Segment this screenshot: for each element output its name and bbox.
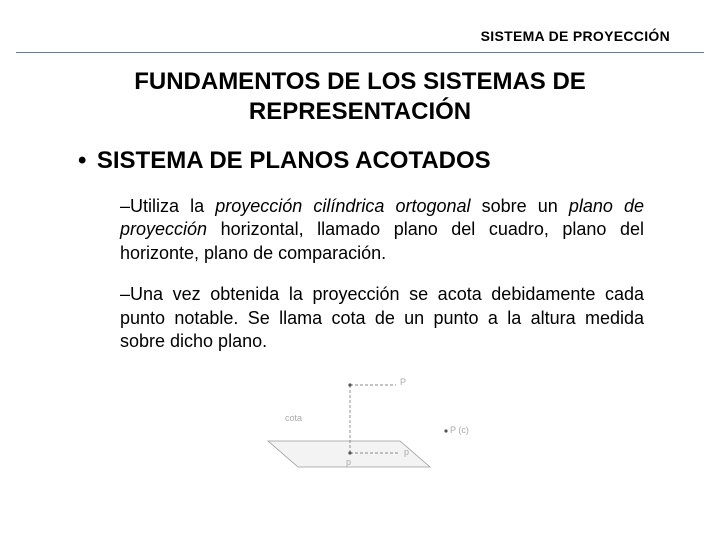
projection-diagram: Pcota p p P (c) — [250, 371, 470, 471]
para1-seg1: Utiliza la — [130, 196, 215, 216]
header-label: SISTEMA DE PROYECCIÓN — [481, 28, 670, 44]
svg-text:P (c): P (c) — [450, 425, 469, 435]
para1-dash: – — [120, 196, 130, 216]
slide-header: SISTEMA DE PROYECCIÓN — [0, 0, 720, 52]
title-line-1: FUNDAMENTOS DE LOS SISTEMAS DE — [60, 67, 660, 97]
para2-text: Una vez obtenida la proyección se acota … — [120, 284, 644, 351]
bullet-row: • SISTEMA DE PLANOS ACOTADOS — [0, 145, 720, 191]
para2-dash: – — [120, 284, 130, 304]
para1-seg2: proyección cilíndrica ortogonal — [215, 196, 481, 216]
bullet-mark: • — [78, 147, 86, 175]
title-block: FUNDAMENTOS DE LOS SISTEMAS DE REPRESENT… — [0, 53, 720, 145]
diagram-container: Pcota p p P (c) — [0, 367, 720, 476]
paragraph-2: –Una vez obtenida la proyección se acota… — [0, 279, 720, 367]
svg-text:p: p — [404, 447, 409, 457]
svg-text:cota: cota — [285, 413, 302, 423]
paragraph-1: –Utiliza la proyección cilíndrica ortogo… — [0, 191, 720, 279]
svg-text:P: P — [400, 377, 406, 387]
bullet-text: SISTEMA DE PLANOS ACOTADOS — [97, 147, 491, 174]
svg-text:p: p — [346, 457, 351, 467]
title-line-2: REPRESENTACIÓN — [60, 97, 660, 127]
para1-seg3: sobre un — [482, 196, 569, 216]
